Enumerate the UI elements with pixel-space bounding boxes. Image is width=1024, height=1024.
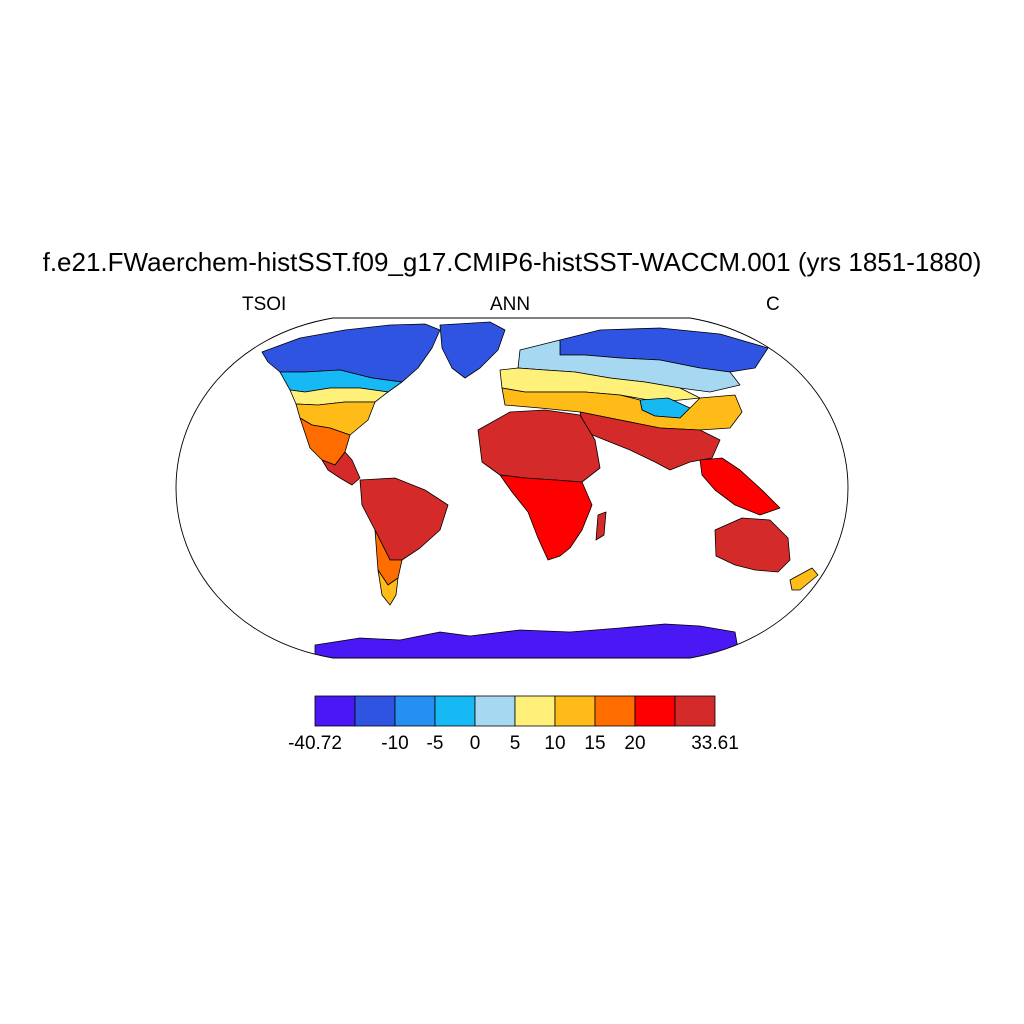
variable-label: TSOI [242, 294, 287, 315]
colorbar-tick-label: 20 [624, 733, 646, 754]
southeast-asia [699, 457, 781, 516]
colorbar-box-0 [314, 695, 356, 727]
colorbar-tick-label: -40.72 [288, 733, 342, 754]
season-label: ANN [490, 294, 531, 315]
colorbar-box-3 [434, 695, 476, 727]
south-asia [579, 411, 721, 471]
colorbar-tick-label: -10 [381, 733, 409, 754]
colorbar-box-7 [594, 695, 636, 727]
colorbar-box-2 [394, 695, 436, 727]
south-america-tropical [359, 477, 449, 561]
australia-desert [714, 517, 791, 573]
colorbar-box-4 [474, 695, 516, 727]
new-zealand [789, 567, 819, 591]
africa-north [477, 409, 601, 483]
colorbar-tick-label: 33.61 [691, 733, 739, 754]
colorbar-box-6 [554, 695, 596, 727]
colorbar-box-9 [674, 695, 716, 727]
colorbar [314, 695, 716, 727]
colorbar-labels: -40.72 -10 -5 0 5 10 15 20 33.61 [0, 733, 1024, 757]
africa-central [499, 474, 593, 561]
colorbar-tick-label: -5 [426, 733, 444, 754]
colorbar-tick-label: 0 [469, 733, 481, 754]
south-america-warm [377, 569, 399, 606]
units-label: C [766, 294, 780, 315]
greenland [439, 321, 506, 379]
colorbar-box-5 [514, 695, 556, 727]
antarctica [314, 623, 741, 658]
plot-title: f.e21.FWaerchem-histSST.f09_g17.CMIP6-hi… [42, 247, 982, 277]
central-america [321, 451, 361, 486]
colorbar-box-8 [634, 695, 676, 727]
map-boundary [175, 317, 849, 659]
colorbar-box-1 [354, 695, 396, 727]
colorbar-tick-label: 15 [584, 733, 606, 754]
madagascar [595, 511, 607, 541]
colorbar-tick-label: 10 [544, 733, 566, 754]
colorbar-tick-label: 5 [509, 733, 521, 754]
